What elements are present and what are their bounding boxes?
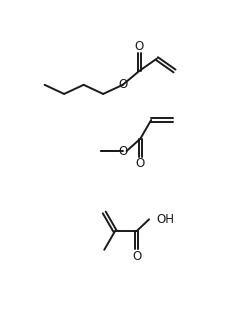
Text: O: O [118,78,127,91]
Text: O: O [135,40,144,53]
Text: O: O [132,250,141,263]
Text: O: O [118,145,127,158]
Text: OH: OH [156,213,174,226]
Text: O: O [136,157,145,171]
